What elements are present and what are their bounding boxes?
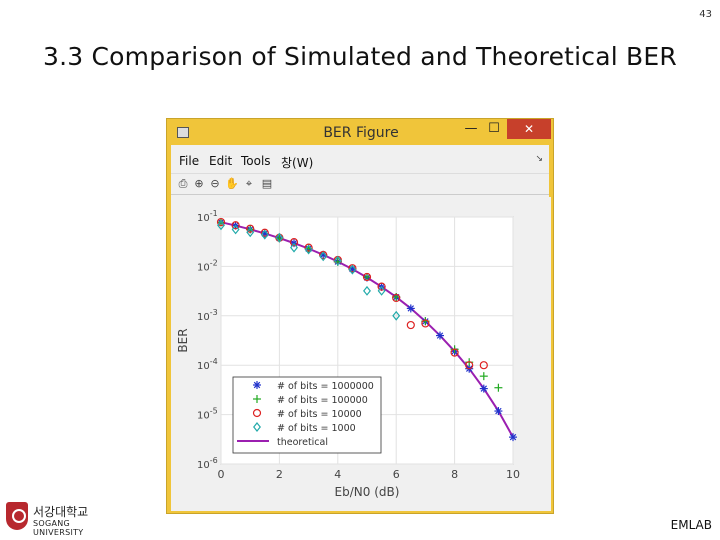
data-point	[406, 320, 415, 330]
logo-korean-text: 서강대학교	[33, 505, 89, 519]
university-logo: 서강대학교 SOGANG UNIVERSITY	[6, 502, 116, 537]
ber-chart[interactable]: 0 2 4 6 8 10 10-6 10-5 10-4 10-3 10-2 10-1 Eb/N0 (dB…	[171, 197, 551, 511]
data-point	[289, 238, 299, 247]
x-tick-label: 8	[451, 468, 458, 481]
data-point	[465, 361, 474, 370]
window-titlebar[interactable]: BER Figure — ☐ ✕	[171, 119, 551, 145]
y-tick-label: 10-6	[197, 456, 218, 471]
menu-window[interactable]: 창(W)	[281, 156, 314, 170]
close-button[interactable]: ✕	[507, 119, 551, 139]
menu-edit[interactable]: Edit	[209, 154, 233, 168]
data-point	[392, 293, 401, 303]
data-point	[377, 285, 386, 296]
data-point	[362, 272, 372, 282]
legend-label: theoretical	[277, 437, 328, 448]
data-point	[450, 348, 459, 357]
pan-icon[interactable]: ✋	[225, 177, 239, 190]
data-point	[217, 220, 225, 231]
print-icon[interactable]: ⎙	[178, 177, 188, 190]
lab-name: EMLAB	[670, 518, 712, 532]
data-point	[246, 224, 255, 233]
university-seal-icon	[6, 502, 28, 530]
y-tick-label: 10-3	[197, 308, 218, 323]
slide-title: 3.3 Comparison of Simulated and Theoreti…	[43, 42, 677, 71]
zoom-in-icon[interactable]: ⊕	[194, 177, 204, 190]
data-point	[290, 242, 298, 253]
legend-label: # of bits = 100000	[277, 395, 368, 406]
y-tick-label: 10-5	[197, 407, 218, 422]
menu-file[interactable]: File	[179, 154, 200, 168]
data-point	[231, 221, 240, 230]
data-point	[304, 244, 313, 255]
data-point	[333, 255, 342, 266]
y-tick-label: 10-4	[197, 357, 218, 372]
slide-number: 43	[699, 9, 712, 20]
legend-label: # of bits = 1000000	[277, 381, 374, 392]
data-point	[348, 264, 357, 275]
data-point	[479, 361, 488, 370]
y-axis-label: BER	[176, 328, 190, 352]
legend-label: # of bits = 1000	[277, 423, 356, 434]
x-axis-label: Eb/N0 (dB)	[335, 485, 400, 499]
insert-colorbar-icon[interactable]: ▤	[261, 177, 273, 190]
ber-figure-window[interactable]: BER Figure — ☐ ✕ File Edit Tools 창(W) ↘ …	[166, 118, 554, 514]
data-point	[252, 408, 262, 418]
zoom-out-icon[interactable]: ⊖	[210, 177, 220, 190]
data-point	[304, 243, 313, 252]
data-point	[275, 232, 284, 243]
dock-arrow-icon[interactable]: ↘	[535, 154, 543, 164]
minimize-button[interactable]: —	[464, 121, 478, 136]
menu-bar: File Edit Tools 창(W) ↘	[171, 151, 549, 171]
y-tick-label: 10-2	[197, 258, 218, 273]
x-tick-label: 6	[393, 468, 400, 481]
data-point	[216, 217, 226, 227]
plot-area[interactable]: 0 2 4 6 8 10 10-6 10-5 10-4 10-3 10-2 10-1 Eb/N0 (dB…	[171, 197, 551, 511]
data-point	[421, 319, 430, 328]
data-point	[377, 282, 386, 291]
datacursor-icon[interactable]: ⌖	[245, 177, 253, 190]
data-point	[260, 228, 269, 237]
x-tick-label: 0	[218, 468, 225, 481]
x-tick-label: 4	[334, 468, 341, 481]
data-point	[392, 310, 401, 321]
data-point	[231, 224, 240, 235]
data-point	[253, 422, 261, 432]
x-tick-label: 10	[506, 468, 520, 481]
x-tick-label: 2	[276, 468, 283, 481]
data-point	[260, 229, 269, 240]
maximize-button[interactable]: ☐	[488, 121, 500, 136]
data-point	[363, 285, 371, 296]
menu-tools[interactable]: Tools	[241, 154, 271, 168]
window-title: BER Figure	[323, 125, 399, 141]
figure-toolbar: ⎙ ⊕ ⊖ ✋ ⌖ ▤	[171, 173, 549, 195]
y-tick-label: 10-1	[197, 209, 218, 224]
logo-english-text: SOGANG UNIVERSITY	[33, 519, 84, 537]
legend-label: # of bits = 10000	[277, 409, 362, 420]
matlab-figure-icon	[177, 127, 189, 138]
data-point	[246, 227, 255, 238]
data-point	[319, 251, 328, 262]
